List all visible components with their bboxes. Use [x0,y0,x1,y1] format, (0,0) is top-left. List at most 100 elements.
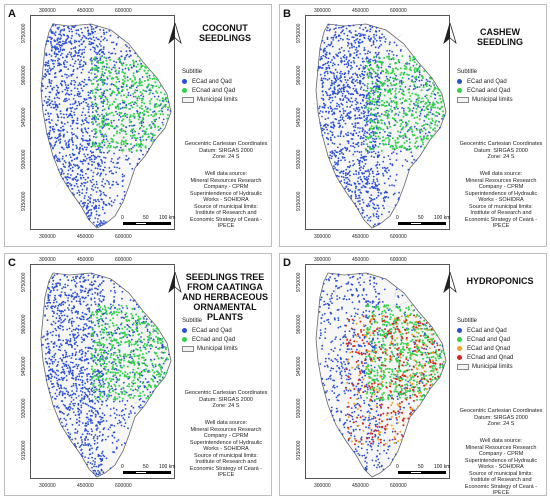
well-point [404,132,407,135]
well-point [359,176,362,178]
well-point [90,188,93,190]
well-point [372,144,374,147]
well-point [116,378,119,380]
well-point [50,380,52,383]
well-point [53,107,56,109]
well-point [110,204,113,207]
well-point [332,93,334,96]
well-point [110,385,113,387]
well-point [376,83,379,86]
well-point [390,72,392,75]
well-point [83,181,85,184]
well-point [123,94,125,97]
well-point [44,113,47,116]
well-point [101,117,104,120]
well-point [49,36,52,39]
well-point [92,411,95,414]
well-point [356,34,359,37]
coordinate-line: Datum: SIRGAS 2000 [199,147,253,154]
well-point [93,407,96,410]
well-point [419,131,422,134]
well-point [429,102,431,104]
well-point [88,310,91,313]
well-point [113,283,115,285]
well-point [132,124,134,127]
well-point [96,333,98,336]
well-point [363,47,366,49]
well-point [87,144,90,146]
well-point [408,107,411,110]
well-point [74,47,77,49]
well-point [93,463,96,465]
well-point [415,137,417,140]
well-point [351,133,354,136]
well-point [80,87,83,90]
well-point [67,297,69,299]
well-point [160,102,163,105]
well-point [410,151,413,154]
state-boundary [40,23,172,229]
well-point [389,108,392,111]
well-point [91,63,93,65]
well-point [100,73,103,76]
well-point [420,74,423,77]
well-point [100,455,102,457]
well-point [380,71,382,74]
well-point [89,159,91,161]
well-point [123,75,126,78]
well-point [357,106,360,109]
well-point [394,119,397,122]
well-point [97,79,100,81]
well-point [125,126,128,129]
well-point [343,156,346,159]
well-point [52,59,54,62]
well-point [114,69,117,72]
well-point [386,125,389,128]
well-point [86,146,88,149]
well-point [405,67,408,70]
municipal-boundary [46,408,58,410]
well-point [387,196,390,199]
well-point [357,208,360,211]
well-point [57,50,60,53]
well-point [94,217,97,220]
well-point [352,60,355,62]
well-point [125,142,128,145]
well-point [64,363,67,366]
panel-letter: A [8,8,16,20]
well-point [330,72,333,74]
well-point [71,390,73,392]
well-point [90,335,93,337]
well-point [329,61,332,64]
well-point [91,293,94,295]
well-point [377,126,380,129]
well-point [106,398,109,400]
well-point [382,197,385,200]
well-point [356,81,359,84]
well-point [71,320,73,323]
well-point [427,108,429,111]
well-point [347,72,350,75]
well-point [43,100,46,102]
well-point [342,88,345,91]
well-point [346,165,349,168]
well-point [400,71,403,74]
well-point [376,103,378,106]
well-point [440,100,443,103]
well-point [330,107,333,110]
well-point [69,113,72,115]
well-point [96,442,99,444]
well-point [335,162,338,165]
well-point [421,141,424,144]
well-point [153,358,156,361]
well-point [90,57,93,60]
well-point [104,95,107,98]
well-point [77,167,80,170]
well-point [112,66,115,69]
well-point [68,41,70,43]
well-point [360,151,363,153]
well-point [91,130,93,132]
well-point [111,138,114,141]
well-point [351,123,354,125]
well-point [105,57,107,60]
